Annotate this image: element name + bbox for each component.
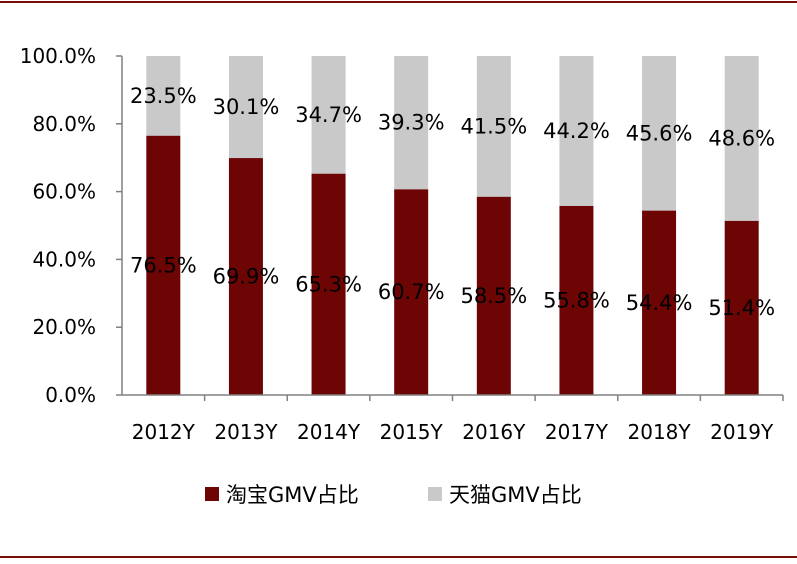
bar-taobao xyxy=(476,196,511,395)
x-axis: 2012Y 2013Y 2014Y 2015Y 2016Y 2017Y 2018Y 2019Y xyxy=(132,395,784,444)
x-tick-label: 2012Y xyxy=(132,420,196,444)
x-tick-label: 2015Y xyxy=(380,420,444,444)
data-label-taobao: 55.8% xyxy=(543,288,610,312)
x-tick-label: 2013Y xyxy=(214,420,278,444)
bar-tmall xyxy=(724,56,759,221)
bar-tmall xyxy=(394,56,429,190)
x-tick-label: 2016Y xyxy=(462,420,526,444)
data-label-taobao: 60.7% xyxy=(378,280,445,304)
y-tick-label: 60.0% xyxy=(32,180,96,204)
bar-taobao xyxy=(559,205,594,395)
data-label-tmall: 45.6% xyxy=(626,121,693,145)
data-label-taobao: 58.5% xyxy=(460,284,527,308)
data-label-taobao: 65.3% xyxy=(295,272,362,296)
bar-taobao xyxy=(642,210,677,395)
y-tick-label: 40.0% xyxy=(32,247,96,271)
bar-taobao xyxy=(724,220,759,395)
legend-swatch-tmall xyxy=(428,487,442,501)
y-tick-label: 100.0% xyxy=(20,44,96,68)
legend-label-tmall: 天猫GMV占比 xyxy=(449,483,582,507)
data-label-tmall: 30.1% xyxy=(213,95,280,119)
data-label-taobao: 51.4% xyxy=(708,296,775,320)
data-label-tmall: 41.5% xyxy=(460,114,527,138)
x-tick-label: 2018Y xyxy=(628,420,692,444)
data-label-tmall: 39.3% xyxy=(378,111,445,135)
bars xyxy=(146,56,759,396)
bar-tmall xyxy=(228,56,263,159)
bar-tmall xyxy=(476,56,511,197)
bar-taobao xyxy=(394,189,429,395)
bar-taobao xyxy=(311,173,346,395)
y-tick-label: 0.0% xyxy=(45,383,96,407)
data-label-taobao: 54.4% xyxy=(626,291,693,315)
y-axis: 0.0% 20.0% 40.0% 60.0% 80.0% 100.0% xyxy=(20,44,122,407)
x-tick-label: 2019Y xyxy=(710,420,774,444)
top-rule xyxy=(0,1,797,3)
bar-tmall xyxy=(146,56,181,136)
data-labels: 76.5% 23.5% 69.9% 30.1% 65.3% 34.7% 60.7% 39.3%… xyxy=(130,84,775,320)
legend-label-taobao: 淘宝GMV占比 xyxy=(226,483,359,507)
bar-tmall xyxy=(559,56,594,206)
bottom-rule xyxy=(0,556,797,558)
x-tick-label: 2014Y xyxy=(297,420,361,444)
y-tick-label: 80.0% xyxy=(32,112,96,136)
data-label-taobao: 76.5% xyxy=(130,253,197,277)
y-tick-label: 20.0% xyxy=(32,315,96,339)
data-label-tmall: 44.2% xyxy=(543,119,610,143)
data-label-taobao: 69.9% xyxy=(213,265,280,289)
legend: 淘宝GMV占比 天猫GMV占比 xyxy=(205,483,582,507)
legend-swatch-taobao xyxy=(205,487,219,501)
bar-taobao xyxy=(228,158,263,395)
bar-taobao xyxy=(146,135,181,396)
x-tick-label: 2017Y xyxy=(545,420,609,444)
data-label-tmall: 48.6% xyxy=(708,126,775,150)
bar-tmall xyxy=(642,56,677,211)
data-label-tmall: 23.5% xyxy=(130,84,197,108)
data-label-tmall: 34.7% xyxy=(295,103,362,127)
bar-tmall xyxy=(311,56,346,174)
